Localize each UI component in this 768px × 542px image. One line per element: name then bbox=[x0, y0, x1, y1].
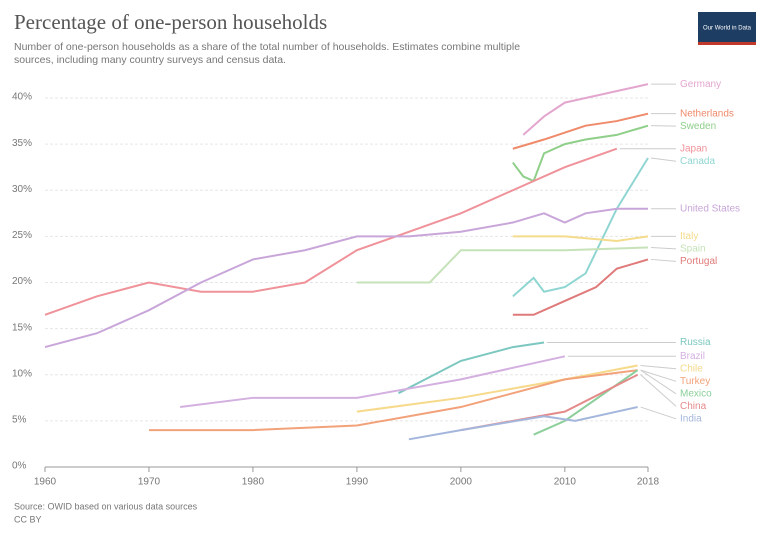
label-connector bbox=[650, 125, 677, 127]
x-tick-label: 2000 bbox=[450, 477, 473, 488]
logo-box[interactable] bbox=[698, 12, 756, 44]
series-line bbox=[512, 157, 649, 298]
label-connector bbox=[640, 374, 677, 407]
y-tick-label: 10% bbox=[12, 368, 32, 379]
series-line bbox=[356, 364, 638, 413]
label-connector bbox=[650, 246, 677, 250]
x-tick-label: 2018 bbox=[637, 477, 660, 488]
series-line bbox=[522, 83, 649, 136]
legend-label: India bbox=[680, 413, 702, 424]
series-line bbox=[512, 124, 649, 183]
x-tick-label: 1990 bbox=[346, 477, 369, 488]
series-line bbox=[356, 246, 649, 284]
legend-label: Canada bbox=[680, 156, 715, 167]
legend-label: Turkey bbox=[680, 376, 710, 387]
series-line bbox=[398, 341, 545, 395]
legend-label: United States bbox=[680, 203, 740, 214]
legend-label: Portugal bbox=[680, 256, 717, 267]
legend-label: Sweden bbox=[680, 121, 716, 132]
x-tick-label: 2010 bbox=[554, 477, 577, 488]
y-tick-label: 40% bbox=[12, 92, 32, 103]
legend-label: Germany bbox=[680, 79, 721, 90]
logo-stripe bbox=[698, 42, 756, 45]
logo[interactable]: Our World in Data bbox=[703, 26, 752, 32]
legend-label: China bbox=[680, 401, 707, 412]
series-line bbox=[512, 235, 649, 242]
chart-subtitle: sources, including many country surveys … bbox=[14, 54, 286, 66]
legend-label: Mexico bbox=[680, 388, 712, 399]
legend-label: Spain bbox=[680, 244, 706, 255]
series-line bbox=[512, 112, 649, 150]
license: CC BY bbox=[14, 514, 42, 524]
legend-label: Italy bbox=[680, 231, 698, 242]
x-tick-label: 1980 bbox=[242, 477, 265, 488]
x-tick-label: 1960 bbox=[34, 477, 57, 488]
y-tick-label: 35% bbox=[12, 138, 32, 149]
label-connector bbox=[650, 258, 677, 262]
y-tick-label: 20% bbox=[12, 276, 32, 287]
legend-label: Japan bbox=[680, 143, 707, 154]
legend-label: Brazil bbox=[680, 351, 705, 362]
y-tick-label: 30% bbox=[12, 184, 32, 195]
y-tick-label: 15% bbox=[12, 322, 32, 333]
x-tick-label: 1970 bbox=[138, 477, 161, 488]
legend-label: Chile bbox=[680, 363, 703, 374]
series-line bbox=[44, 207, 648, 349]
source: Source: OWID based on various data sourc… bbox=[14, 501, 198, 511]
legend-label: Russia bbox=[680, 337, 711, 348]
y-tick-label: 25% bbox=[12, 230, 32, 241]
label-connector bbox=[640, 365, 677, 370]
label-connector bbox=[640, 369, 677, 395]
legend-label: Netherlands bbox=[680, 108, 734, 119]
label-connector bbox=[640, 369, 677, 382]
label-connector bbox=[640, 406, 677, 420]
chart-subtitle: Number of one-person households as a sha… bbox=[14, 41, 520, 53]
series-line bbox=[512, 258, 649, 316]
series-line bbox=[148, 369, 638, 432]
chart-title: Percentage of one-person households bbox=[14, 10, 327, 34]
series-line bbox=[44, 147, 618, 316]
series-line bbox=[533, 369, 639, 436]
series-line bbox=[180, 355, 566, 409]
y-tick-label: 0% bbox=[12, 461, 27, 472]
y-tick-label: 5% bbox=[12, 415, 27, 426]
series-line bbox=[408, 406, 638, 441]
label-connector bbox=[650, 157, 677, 162]
